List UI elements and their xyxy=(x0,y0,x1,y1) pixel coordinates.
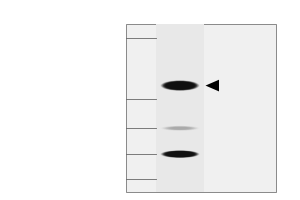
Text: 72: 72 xyxy=(110,149,123,159)
Text: 55: 55 xyxy=(110,174,123,184)
Text: m.liver: m.liver xyxy=(160,2,200,12)
Text: 250: 250 xyxy=(103,33,123,43)
Text: 130: 130 xyxy=(103,94,123,104)
Text: 95: 95 xyxy=(110,123,123,133)
